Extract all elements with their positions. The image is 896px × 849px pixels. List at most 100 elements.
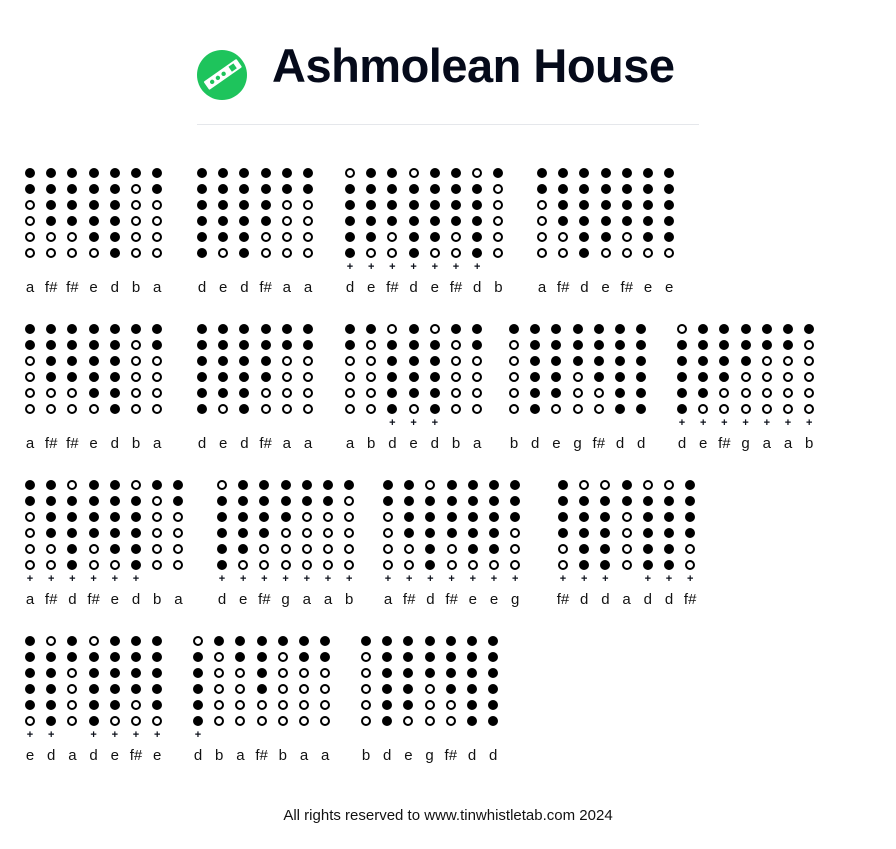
closed-hole-icon bbox=[621, 480, 632, 490]
closed-hole-icon bbox=[88, 388, 99, 398]
open-hole-icon bbox=[509, 404, 519, 414]
open-hole-icon bbox=[558, 232, 569, 242]
closed-hole-icon bbox=[424, 668, 435, 678]
closed-hole-icon bbox=[467, 684, 477, 694]
open-hole-icon bbox=[323, 544, 333, 554]
open-hole-icon bbox=[509, 340, 519, 350]
closed-hole-icon bbox=[664, 184, 675, 194]
closed-hole-icon bbox=[197, 340, 207, 350]
open-hole-icon bbox=[366, 388, 377, 398]
closed-hole-icon bbox=[467, 652, 477, 662]
closed-hole-icon bbox=[152, 700, 163, 710]
open-hole-icon bbox=[131, 700, 141, 710]
closed-hole-icon bbox=[408, 356, 419, 366]
open-hole-icon bbox=[383, 512, 393, 522]
note-label: e bbox=[489, 591, 499, 608]
open-hole-icon bbox=[299, 700, 309, 710]
closed-hole-icon bbox=[425, 528, 436, 538]
note-label: b bbox=[361, 747, 371, 764]
note-label: f# bbox=[259, 435, 272, 452]
octave-plus-marker: + bbox=[389, 417, 396, 429]
octave-plus-marker: + bbox=[261, 573, 268, 585]
open-hole-icon bbox=[320, 684, 331, 694]
note-label: b bbox=[153, 591, 162, 608]
open-hole-icon bbox=[509, 372, 519, 382]
closed-hole-icon bbox=[109, 636, 120, 646]
note-label: b bbox=[509, 435, 519, 452]
open-hole-icon bbox=[593, 404, 604, 414]
closed-hole-icon bbox=[677, 372, 687, 382]
closed-hole-icon bbox=[46, 652, 57, 662]
octave-plus-marker: + bbox=[644, 573, 652, 585]
note-label: e bbox=[552, 435, 561, 452]
closed-hole-icon bbox=[408, 200, 419, 210]
note-label: e bbox=[665, 279, 674, 296]
closed-hole-icon bbox=[403, 668, 414, 678]
closed-hole-icon bbox=[664, 232, 675, 242]
octave-plus-marker: + bbox=[90, 729, 97, 741]
note-label: f# bbox=[444, 747, 458, 764]
closed-hole-icon bbox=[131, 512, 141, 522]
open-hole-icon bbox=[621, 248, 632, 258]
closed-hole-icon bbox=[467, 668, 477, 678]
closed-hole-icon bbox=[344, 480, 355, 490]
closed-hole-icon bbox=[698, 356, 709, 366]
closed-hole-icon bbox=[572, 324, 583, 334]
open-hole-icon bbox=[600, 248, 611, 258]
closed-hole-icon bbox=[404, 512, 415, 522]
octave-plus-marker: + bbox=[665, 573, 673, 585]
closed-hole-icon bbox=[193, 668, 203, 678]
octave-plus-marker: + bbox=[448, 573, 455, 585]
closed-hole-icon bbox=[719, 372, 730, 382]
closed-hole-icon bbox=[664, 200, 675, 210]
closed-hole-icon bbox=[530, 404, 541, 414]
closed-hole-icon bbox=[238, 512, 249, 522]
note-label: e bbox=[409, 435, 418, 452]
closed-hole-icon bbox=[260, 340, 271, 350]
note-label: b bbox=[131, 435, 141, 452]
closed-hole-icon bbox=[425, 512, 436, 522]
closed-hole-icon bbox=[615, 388, 625, 398]
closed-hole-icon bbox=[698, 324, 709, 334]
closed-hole-icon bbox=[218, 184, 229, 194]
open-hole-icon bbox=[303, 404, 313, 414]
octave-plus-marker: + bbox=[111, 729, 119, 741]
open-hole-icon bbox=[345, 168, 355, 178]
note-label: e bbox=[89, 435, 98, 452]
closed-hole-icon bbox=[109, 200, 120, 210]
note-label: e bbox=[219, 435, 228, 452]
note-label: a bbox=[303, 435, 313, 452]
closed-hole-icon bbox=[88, 324, 99, 334]
closed-hole-icon bbox=[551, 324, 562, 334]
note-label: f# bbox=[259, 279, 272, 296]
open-hole-icon bbox=[621, 512, 632, 522]
closed-hole-icon bbox=[88, 372, 99, 382]
note-label: a bbox=[622, 591, 631, 608]
closed-hole-icon bbox=[88, 512, 99, 522]
closed-hole-icon bbox=[467, 636, 477, 646]
open-hole-icon bbox=[344, 512, 355, 522]
closed-hole-icon bbox=[197, 232, 207, 242]
closed-hole-icon bbox=[25, 684, 35, 694]
open-hole-icon bbox=[472, 404, 483, 414]
open-hole-icon bbox=[152, 200, 163, 210]
closed-hole-icon bbox=[366, 232, 377, 242]
closed-hole-icon bbox=[197, 216, 207, 226]
closed-hole-icon bbox=[88, 200, 99, 210]
closed-hole-icon bbox=[109, 652, 120, 662]
closed-hole-icon bbox=[489, 544, 499, 554]
closed-hole-icon bbox=[345, 216, 355, 226]
open-hole-icon bbox=[218, 404, 229, 414]
open-hole-icon bbox=[366, 340, 377, 350]
closed-hole-icon bbox=[636, 404, 647, 414]
open-hole-icon bbox=[361, 652, 371, 662]
closed-hole-icon bbox=[600, 544, 611, 554]
closed-hole-icon bbox=[239, 340, 250, 350]
closed-hole-icon bbox=[67, 652, 78, 662]
closed-hole-icon bbox=[259, 512, 270, 522]
open-hole-icon bbox=[131, 356, 141, 366]
closed-hole-icon bbox=[197, 200, 207, 210]
closed-hole-icon bbox=[383, 496, 393, 506]
closed-hole-icon bbox=[88, 700, 99, 710]
note-label: b bbox=[131, 279, 141, 296]
